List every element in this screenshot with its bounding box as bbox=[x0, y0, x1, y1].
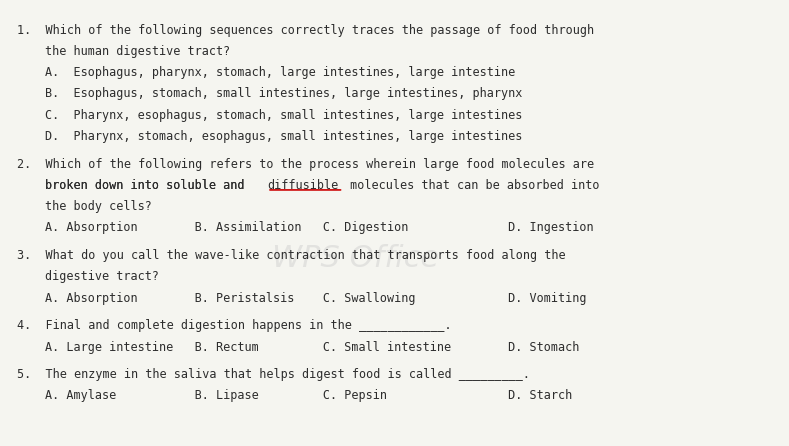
Text: A. Large intestine   B. Rectum         C. Small intestine        D. Stomach: A. Large intestine B. Rectum C. Small in… bbox=[45, 341, 579, 354]
Text: C.  Pharynx, esophagus, stomach, small intestines, large intestines: C. Pharynx, esophagus, stomach, small in… bbox=[45, 109, 522, 122]
Text: broken down into soluble and: broken down into soluble and bbox=[45, 179, 251, 192]
Text: 4.  Final and complete digestion happens in the ____________.: 4. Final and complete digestion happens … bbox=[17, 319, 452, 332]
Text: A. Absorption        B. Peristalsis    C. Swallowing             D. Vomiting: A. Absorption B. Peristalsis C. Swallowi… bbox=[45, 292, 586, 305]
Text: B.  Esophagus, stomach, small intestines, large intestines, pharynx: B. Esophagus, stomach, small intestines,… bbox=[45, 87, 522, 100]
Text: D.  Pharynx, stomach, esophagus, small intestines, large intestines: D. Pharynx, stomach, esophagus, small in… bbox=[45, 130, 522, 143]
Text: A.  Esophagus, pharynx, stomach, large intestines, large intestine: A. Esophagus, pharynx, stomach, large in… bbox=[45, 66, 515, 79]
Text: 5.  The enzyme in the saliva that helps digest food is called _________.: 5. The enzyme in the saliva that helps d… bbox=[17, 368, 530, 381]
Text: 2.  Which of the following refers to the process wherein large food molecules ar: 2. Which of the following refers to the … bbox=[17, 157, 594, 170]
Text: molecules that can be absorbed into: molecules that can be absorbed into bbox=[343, 179, 600, 192]
Text: digestive tract?: digestive tract? bbox=[45, 270, 159, 283]
Text: A. Absorption        B. Assimilation   C. Digestion              D. Ingestion: A. Absorption B. Assimilation C. Digesti… bbox=[45, 221, 593, 235]
Text: WPS Office: WPS Office bbox=[271, 244, 439, 273]
Text: diffusible: diffusible bbox=[267, 179, 338, 192]
Text: A. Amylase           B. Lipase         C. Pepsin                 D. Starch: A. Amylase B. Lipase C. Pepsin D. Starch bbox=[45, 389, 572, 402]
Text: 3.  What do you call the wave-like contraction that transports food along the: 3. What do you call the wave-like contra… bbox=[17, 249, 566, 262]
Text: 1.  Which of the following sequences correctly traces the passage of food throug: 1. Which of the following sequences corr… bbox=[17, 24, 594, 37]
Text: the body cells?: the body cells? bbox=[45, 200, 151, 213]
Text: broken down into soluble and: broken down into soluble and bbox=[45, 179, 251, 192]
Text: the human digestive tract?: the human digestive tract? bbox=[45, 45, 230, 58]
